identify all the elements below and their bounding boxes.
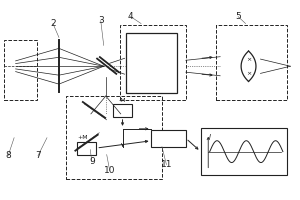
Bar <box>77 142 96 155</box>
Text: 10: 10 <box>104 166 116 175</box>
Text: 11: 11 <box>161 160 172 169</box>
Bar <box>120 25 186 100</box>
Bar <box>126 33 177 93</box>
Bar <box>152 130 186 147</box>
Bar <box>4 40 37 100</box>
Text: 2: 2 <box>50 19 56 28</box>
Text: 3: 3 <box>98 16 103 25</box>
Text: -M: -M <box>119 98 126 103</box>
Text: ×: × <box>246 71 251 76</box>
Text: 4: 4 <box>128 12 134 21</box>
Bar <box>66 96 162 179</box>
Text: 8: 8 <box>5 151 11 160</box>
Text: 7: 7 <box>35 151 41 160</box>
Bar <box>216 25 287 100</box>
Bar <box>113 104 132 117</box>
Text: 5: 5 <box>235 12 241 21</box>
Text: +M: +M <box>77 135 88 140</box>
Text: I: I <box>209 134 211 140</box>
Bar <box>201 128 287 175</box>
Text: ×: × <box>246 57 251 62</box>
Text: 9: 9 <box>89 157 94 166</box>
